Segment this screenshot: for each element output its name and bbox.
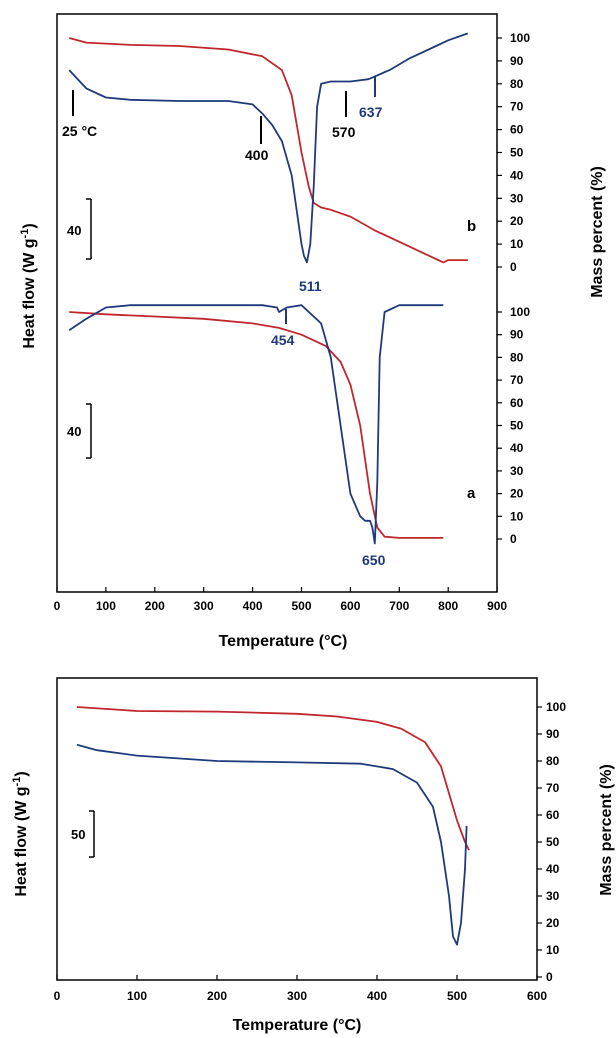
top-right-a-tick-label: 100 bbox=[510, 305, 530, 319]
bottom-x-tick-label: 300 bbox=[287, 989, 307, 1003]
top-right-b-tick-label: 0 bbox=[510, 260, 517, 274]
scale-label-bottom: 50 bbox=[71, 827, 85, 842]
top-right-a-tick-label: 80 bbox=[510, 350, 524, 364]
bottom-x-axis-label: Temperature (°C) bbox=[233, 1017, 362, 1034]
scale-bar-bottom bbox=[89, 810, 95, 858]
bottom-right-tick-label: 30 bbox=[546, 889, 560, 903]
top-right-axis-label: Mass percent (%) bbox=[589, 166, 606, 298]
annotation-650: 650 bbox=[362, 552, 386, 568]
top-right-b-tick-label: 90 bbox=[510, 54, 524, 68]
curve-b-dsc-line bbox=[68, 32, 469, 264]
curve-a-dsc-line bbox=[68, 304, 444, 545]
top-x-tick-label: 800 bbox=[438, 599, 458, 613]
top-right-b-tick-label: 100 bbox=[510, 31, 530, 45]
top-x-tick-label: 300 bbox=[194, 599, 214, 613]
top-x-tick-label: 600 bbox=[340, 599, 360, 613]
annotation-637: 637 bbox=[359, 104, 383, 120]
top-x-ticks: 0 100 200 300 400 500 600 700 800 900 bbox=[54, 587, 507, 613]
bottom-right-tick-label: 40 bbox=[546, 862, 560, 876]
top-x-tick-label: 0 bbox=[54, 599, 61, 613]
top-right-b-tick-label: 80 bbox=[510, 77, 524, 91]
curve-b-tga-line bbox=[68, 37, 468, 264]
bottom-right-tick-label: 100 bbox=[546, 700, 566, 714]
top-plot-frame bbox=[56, 13, 498, 593]
bottom-dsc-line bbox=[76, 743, 468, 946]
top-right-a-tick-label: 60 bbox=[510, 396, 524, 410]
bottom-x-tick-label: 100 bbox=[127, 989, 147, 1003]
bottom-curves bbox=[76, 706, 470, 946]
top-right-b-tick-label: 70 bbox=[510, 100, 524, 114]
top-right-b-tick-label: 60 bbox=[510, 123, 524, 137]
top-x-tick-label: 700 bbox=[389, 599, 409, 613]
top-right-b-tick-label: 20 bbox=[510, 214, 524, 228]
top-x-tick-label: 900 bbox=[487, 599, 507, 613]
scale-label-a: 40 bbox=[67, 424, 81, 439]
top-right-b-tick-label: 30 bbox=[510, 191, 524, 205]
top-x-tick-label: 500 bbox=[291, 599, 311, 613]
bottom-x-tick-label: 500 bbox=[447, 989, 467, 1003]
top-right-a-tick-label: 90 bbox=[510, 328, 524, 342]
annotation-454: 454 bbox=[271, 332, 295, 348]
annotation-570: 570 bbox=[332, 124, 356, 140]
top-right-a-tick-label: 20 bbox=[510, 487, 524, 501]
top-right-b-tick-label: 10 bbox=[510, 237, 524, 251]
bottom-x-ticks: 0 100 200 300 400 500 600 bbox=[54, 975, 547, 1003]
top-x-tick-label: 100 bbox=[96, 599, 116, 613]
bottom-right-tick-label: 80 bbox=[546, 754, 560, 768]
scale-label-b: 40 bbox=[67, 223, 81, 238]
scale-bar-a bbox=[86, 403, 92, 459]
top-x-axis-label: Temperature (°C) bbox=[219, 633, 348, 650]
bottom-right-tick-label: 10 bbox=[546, 943, 560, 957]
curve-label-a: a bbox=[467, 485, 476, 502]
top-panel: 0 100 200 300 400 500 600 700 800 900 10090807060… bbox=[19, 13, 606, 650]
top-right-a-tick-label: 30 bbox=[510, 464, 524, 478]
bottom-x-tick-label: 400 bbox=[367, 989, 387, 1003]
bottom-left-axis-label: Heat flow (W g-1) bbox=[11, 771, 30, 896]
top-right-a-tick-label: 40 bbox=[510, 441, 524, 455]
bottom-right-tick-label: 90 bbox=[546, 727, 560, 741]
annotation-400: 400 bbox=[245, 147, 269, 163]
top-x-tick-label: 200 bbox=[145, 599, 165, 613]
curve-label-b: b bbox=[467, 218, 476, 235]
top-right-a-tick-label: 0 bbox=[510, 532, 517, 546]
curve-a-tga-line bbox=[69, 311, 444, 539]
bottom-right-tick-label: 50 bbox=[546, 835, 560, 849]
annotation-25c: 25 °C bbox=[62, 123, 97, 139]
top-right-a-tick-label: 10 bbox=[510, 509, 524, 523]
scale-bar-b bbox=[86, 198, 92, 260]
bottom-x-tick-label: 600 bbox=[527, 989, 547, 1003]
top-right-b-tick-label: 50 bbox=[510, 146, 524, 160]
top-right-a-tick-label: 70 bbox=[510, 373, 524, 387]
bottom-right-axis-label: Mass percent (%) bbox=[598, 764, 615, 896]
bottom-tga-line bbox=[76, 706, 470, 851]
bottom-plot-frame bbox=[56, 677, 538, 981]
annotation-511: 511 bbox=[299, 278, 322, 294]
top-right-b-tick-label: 40 bbox=[510, 168, 524, 182]
top-right-a-tick-label: 50 bbox=[510, 419, 524, 433]
top-x-tick-label: 400 bbox=[243, 599, 263, 613]
top-curves bbox=[68, 32, 469, 545]
bottom-right-tick-label: 70 bbox=[546, 781, 560, 795]
bottom-x-tick-label: 200 bbox=[207, 989, 227, 1003]
top-left-axis-label: Heat flow (W g-1) bbox=[19, 223, 38, 348]
bottom-right-tick-label: 0 bbox=[546, 970, 553, 984]
annotation-markers bbox=[72, 76, 376, 324]
bottom-right-tick-label: 20 bbox=[546, 916, 560, 930]
bottom-x-tick-label: 0 bbox=[54, 989, 61, 1003]
bottom-right-tick-label: 60 bbox=[546, 808, 560, 822]
bottom-panel: 0 100 200 300 400 500 600 10090807060504030201… bbox=[11, 677, 615, 1034]
